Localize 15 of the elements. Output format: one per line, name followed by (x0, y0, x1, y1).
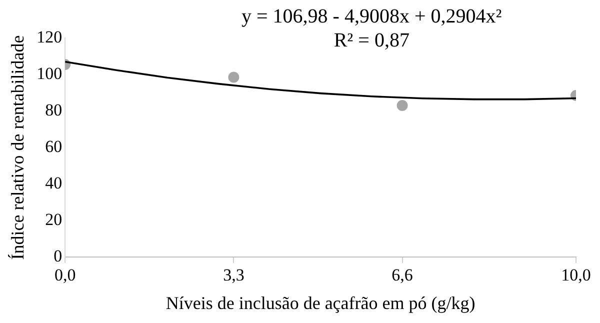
x-tick-label: 3,3 (223, 266, 244, 285)
x-axis-title: Níveis de inclusão de açafrão em pó (g/kg) (166, 292, 476, 313)
x-tick-label: 0,0 (54, 266, 76, 285)
y-tick-label: 60 (45, 136, 62, 156)
y-tick-label: 120 (36, 27, 62, 46)
y-tick-label: 100 (36, 64, 62, 83)
y-tick-label: 0 (54, 246, 62, 266)
y-tick-label: 20 (45, 210, 62, 229)
x-tick-label: 6,6 (392, 266, 413, 285)
text: y = 106,98 - 4,9008x + 0,2904x² (242, 5, 502, 28)
x-tick-label: 10,0 (561, 266, 591, 285)
y-tick-label: 80 (45, 100, 62, 120)
y-axis-title: Índice relativo de rentabilidade (8, 35, 28, 260)
annotation: R² = 0,87 (334, 29, 410, 52)
y-tick-label: 40 (45, 173, 62, 192)
